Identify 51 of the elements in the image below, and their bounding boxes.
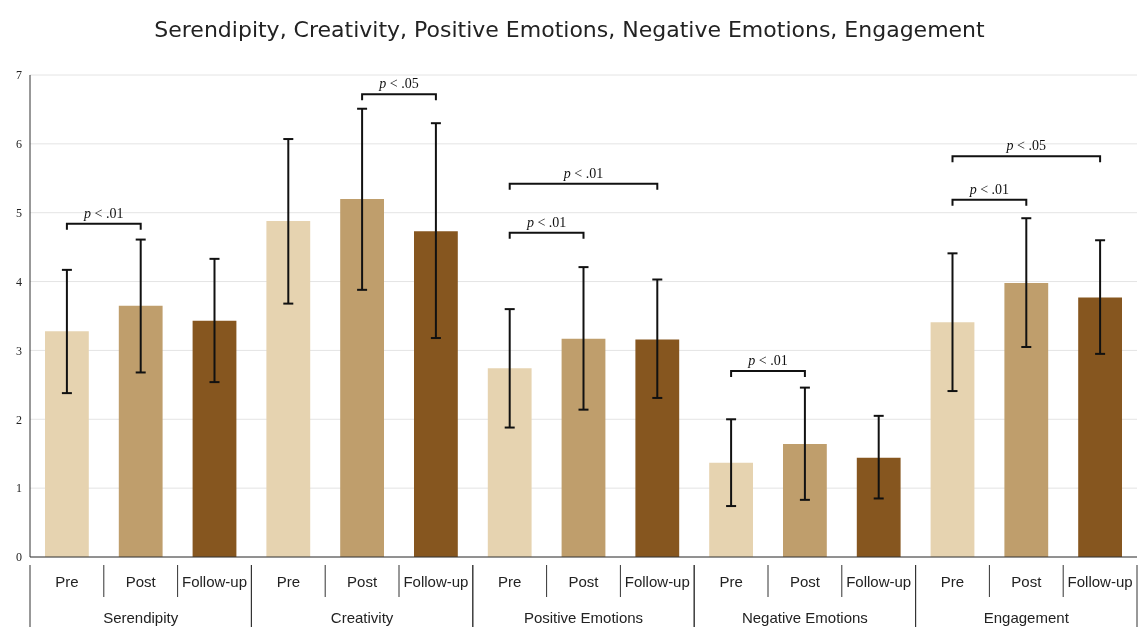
series-label: Follow-up bbox=[1067, 573, 1133, 590]
x-tick-label: Serendipity bbox=[103, 609, 179, 626]
y-tick-label: 0 bbox=[16, 550, 22, 565]
text: Pre bbox=[940, 573, 965, 590]
x-tick-label: Engagement bbox=[983, 609, 1070, 626]
x-tick-label: Creativity bbox=[330, 609, 394, 626]
y-tick-label: 4 bbox=[16, 274, 22, 289]
bar bbox=[709, 462, 753, 557]
bar bbox=[118, 305, 163, 557]
annotation: p < .01 bbox=[747, 353, 788, 369]
annotation: p < .01 bbox=[968, 181, 1010, 197]
bar bbox=[561, 338, 606, 557]
x-tick-label: Positive Emotions bbox=[523, 609, 644, 626]
text: Post bbox=[347, 573, 378, 590]
bar bbox=[487, 368, 532, 557]
bar bbox=[266, 220, 311, 557]
annotation: p < .01 bbox=[525, 214, 567, 230]
bar bbox=[192, 320, 237, 557]
text: Follow-up bbox=[846, 573, 912, 590]
annotation: p < .01 bbox=[562, 165, 604, 181]
bar bbox=[930, 322, 975, 557]
annotation: p < .01 bbox=[83, 205, 124, 221]
text: Post bbox=[1011, 573, 1042, 590]
bar bbox=[856, 457, 901, 557]
bar bbox=[414, 231, 458, 557]
y-tick-label: 2 bbox=[16, 412, 22, 427]
y-tick-label: 5 bbox=[16, 205, 22, 220]
text: Pre bbox=[498, 573, 522, 590]
y-tick-label: 3 bbox=[16, 343, 22, 358]
text: Post bbox=[789, 573, 820, 590]
y-tick-label: 6 bbox=[16, 137, 22, 152]
y-tick-label: 7 bbox=[16, 68, 22, 83]
bar bbox=[635, 339, 680, 557]
y-tick-label: 1 bbox=[16, 481, 22, 496]
text: Post bbox=[568, 573, 599, 590]
text: Pre bbox=[276, 573, 300, 590]
bar bbox=[1078, 297, 1122, 557]
series-label: Pre bbox=[55, 573, 79, 590]
annotation: p < .05 bbox=[378, 76, 419, 92]
bar bbox=[45, 331, 89, 557]
text: Follow-up bbox=[624, 573, 690, 590]
chart-title: Serendipity, Creativity, Positive Emotions, Negative Emotions, Engagement bbox=[153, 16, 986, 44]
bar bbox=[340, 198, 384, 557]
text: Pre bbox=[719, 573, 743, 590]
text: Follow-up bbox=[181, 573, 248, 590]
annotation: p < .05 bbox=[1005, 138, 1046, 154]
x-tick-label: Negative Emotions bbox=[741, 609, 868, 626]
bar bbox=[783, 444, 827, 557]
bar bbox=[1004, 282, 1049, 557]
text: Follow-up bbox=[403, 573, 469, 590]
series-label: Post bbox=[125, 573, 157, 590]
